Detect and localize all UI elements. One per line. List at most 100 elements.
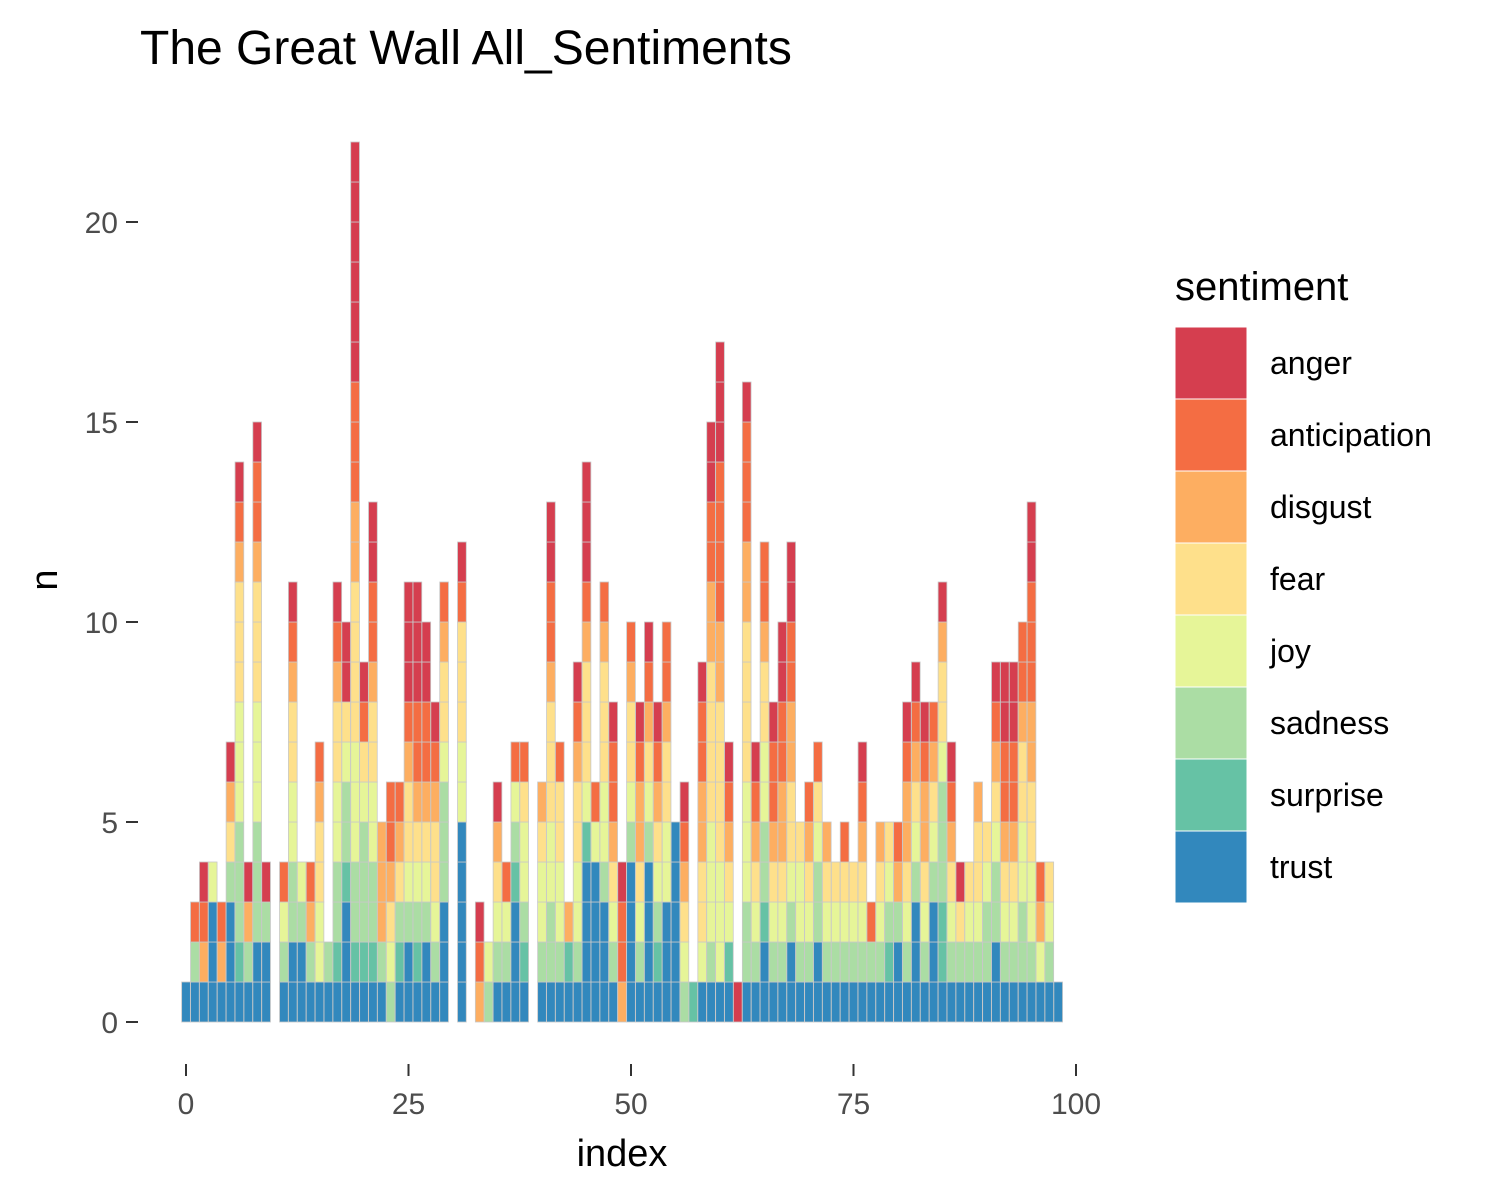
bar-fear-21	[368, 701, 378, 743]
bar-sadness-63	[741, 901, 752, 943]
bar-sadness-83	[919, 941, 930, 983]
bar-joy-19	[350, 741, 360, 783]
bar-fear-59	[706, 741, 716, 783]
bar-joy-52	[644, 781, 654, 823]
bar-disgust-48	[608, 821, 618, 863]
bar-joy-94	[1017, 861, 1028, 903]
bar-disgust-45	[581, 621, 592, 663]
bar-disgust-60	[715, 661, 725, 703]
bar-disgust-93	[1008, 821, 1019, 863]
bar-trust-13	[296, 981, 307, 1023]
bar-anticipation-91	[991, 701, 1001, 743]
bar-anticipation-52	[644, 661, 654, 703]
bar-anticipation-58	[697, 701, 707, 743]
bar-trust-9	[261, 941, 271, 983]
bar-fear-29	[439, 661, 449, 703]
bar-disgust-91	[991, 741, 1001, 783]
bar-joy-40	[537, 901, 547, 943]
bar-trust-52	[644, 981, 654, 1023]
bar-joy-61	[724, 901, 734, 943]
bar-disgust-23	[385, 861, 396, 903]
bar-joy-35	[492, 901, 503, 943]
bar-sadness-16	[323, 941, 334, 983]
bar-surprise-18	[341, 861, 351, 903]
bar-trust-60	[715, 981, 725, 1023]
bar-sadness-71	[813, 861, 823, 903]
bar-joy-82	[911, 821, 921, 863]
bar-disgust-54	[661, 701, 672, 743]
bar-sadness-20	[359, 821, 369, 863]
bar-disgust-67	[777, 821, 788, 863]
bar-disgust-19	[350, 501, 360, 543]
bar-sadness-53	[652, 901, 663, 943]
bar-anger-12	[288, 581, 298, 623]
bar-sadness-35	[492, 941, 503, 983]
bar-trust-31	[457, 861, 467, 903]
bar-trust-18	[341, 901, 351, 943]
bar-anticipation-37	[510, 741, 521, 783]
bar-disgust-60	[715, 621, 725, 663]
bar-joy-60	[715, 941, 725, 983]
bar-fear-50	[626, 741, 636, 783]
bar-sadness-8	[252, 901, 262, 943]
bar-trust-44	[572, 981, 583, 1023]
bar-anger-9	[261, 861, 271, 903]
bar-sadness-5	[225, 861, 236, 903]
bar-trust-16	[323, 981, 334, 1023]
bar-disgust-22	[377, 821, 387, 863]
bar-anticipation-63	[741, 461, 752, 503]
legend-label-trust: trust	[1270, 849, 1332, 885]
bar-trust-96	[1035, 981, 1046, 1023]
bar-joy-15	[314, 901, 325, 943]
bar-trust-51	[635, 981, 645, 1023]
bar-trust-31	[457, 901, 467, 943]
legend-label-sadness: sadness	[1270, 705, 1389, 741]
bar-anticipation-95	[1026, 621, 1037, 663]
bar-anticipation-95	[1026, 581, 1037, 623]
bar-sadness-44	[572, 941, 583, 983]
bar-anger-26	[412, 661, 423, 703]
bar-fear-93	[1008, 861, 1019, 903]
bar-fear-81	[902, 861, 912, 903]
bar-anger-49	[617, 861, 627, 903]
bar-sadness-85	[937, 861, 948, 903]
bar-joy-81	[902, 901, 912, 943]
bar-trust-68	[786, 941, 796, 983]
bar-anticipation-50	[626, 621, 636, 663]
bar-sadness-38	[519, 901, 529, 943]
bar-fear-5	[225, 821, 236, 863]
bar-anticipation-94	[1017, 661, 1028, 703]
bar-trust-3	[207, 901, 218, 943]
bar-anticipation-48	[608, 741, 618, 783]
bar-trust-81	[902, 981, 912, 1023]
bar-trust-25	[403, 981, 414, 1023]
bar-fear-71	[813, 781, 823, 823]
bar-trust-63	[741, 981, 752, 1023]
bar-trust-42	[555, 981, 565, 1023]
bar-joy-42	[555, 901, 565, 943]
bar-sadness-92	[1000, 941, 1010, 983]
bar-disgust-70	[804, 821, 814, 863]
bar-anticipation-63	[741, 501, 752, 543]
bar-trust-38	[519, 981, 529, 1023]
bar-joy-21	[368, 821, 378, 863]
bar-disgust-56	[679, 861, 690, 903]
bar-trust-21	[368, 981, 378, 1023]
bar-trust-92	[1000, 981, 1010, 1023]
bar-disgust-22	[377, 861, 387, 903]
bar-sadness-65	[759, 821, 770, 863]
bar-disgust-14	[305, 901, 316, 943]
bar-anger-17	[332, 581, 343, 623]
bar-sadness-18	[341, 821, 351, 863]
bar-anger-61	[724, 741, 734, 783]
bar-trust-77	[866, 981, 877, 1023]
bar-sadness-70	[804, 941, 814, 983]
bar-anticipation-46	[590, 781, 601, 823]
bar-sadness-13	[296, 901, 307, 943]
bar-joy-69	[795, 861, 805, 903]
bar-disgust-40	[537, 781, 547, 823]
bar-joy-69	[795, 901, 805, 943]
bar-anticipation-27	[421, 701, 432, 743]
bar-joy-38	[519, 821, 529, 863]
bar-trust-83	[919, 981, 930, 1023]
